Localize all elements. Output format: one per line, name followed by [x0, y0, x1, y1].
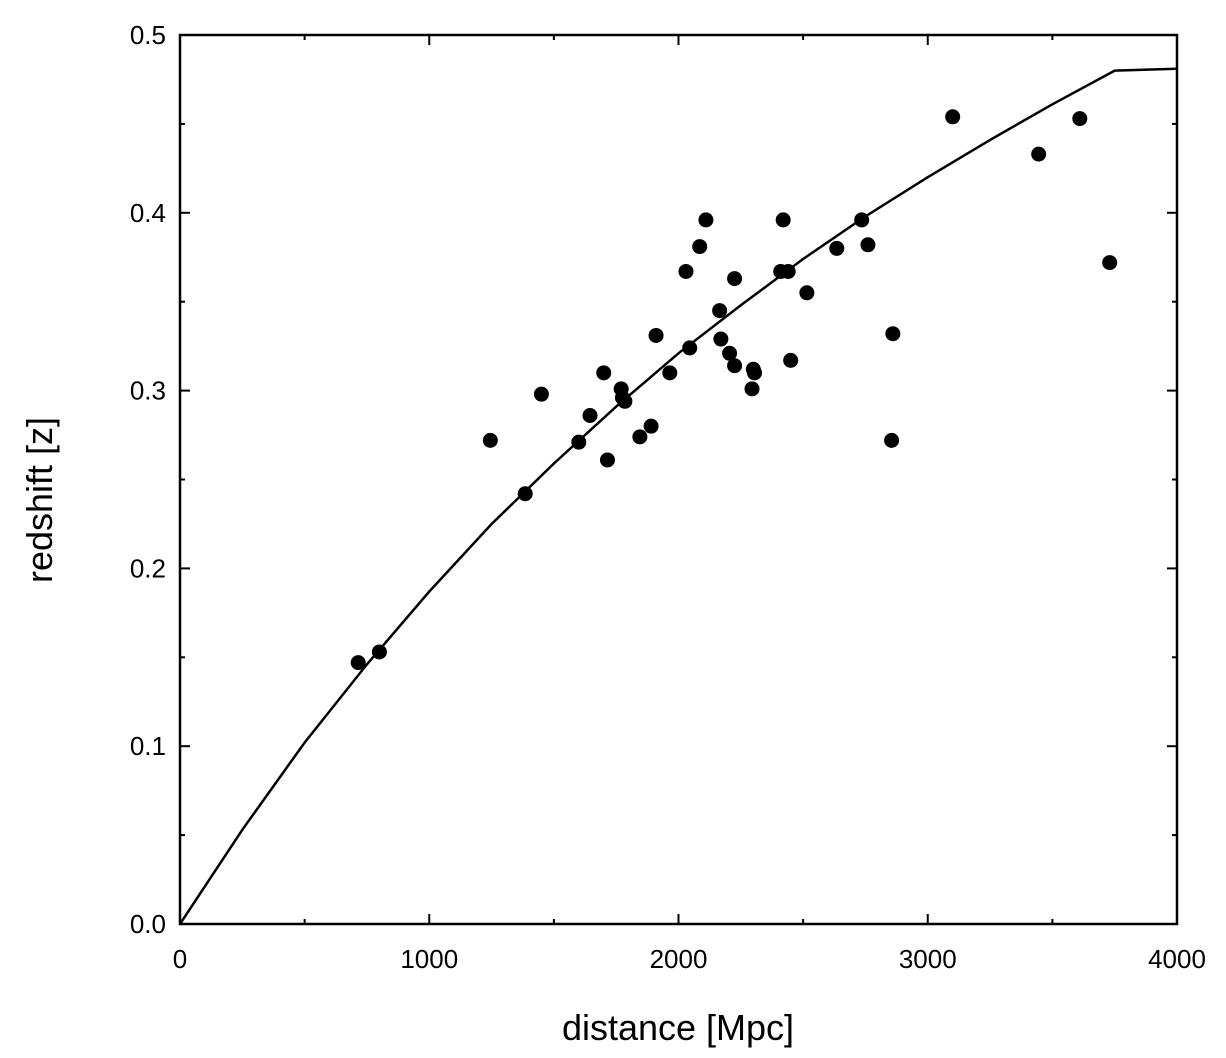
data-point [1031, 146, 1047, 162]
x-tick-label: 0 [173, 944, 187, 974]
data-point [727, 271, 743, 287]
data-point [692, 239, 708, 255]
y-tick-label: 0.0 [130, 909, 166, 939]
data-point [1102, 255, 1118, 271]
plot-frame [178, 33, 1179, 926]
data-point [854, 212, 870, 228]
data-point [698, 212, 714, 228]
data-point [885, 326, 901, 342]
x-tick-label: 4000 [1148, 944, 1206, 974]
data-point [632, 429, 648, 445]
x-tick-label: 2000 [650, 944, 708, 974]
data-point [596, 365, 612, 381]
data-point [682, 340, 698, 356]
data-point [582, 407, 598, 423]
y-tick-label: 0.5 [130, 20, 166, 50]
data-point [599, 452, 615, 468]
data-point [648, 327, 664, 343]
y-tick-label: 0.2 [130, 553, 166, 583]
data-point [884, 432, 900, 448]
x-axis-ticks: 0 1000 2000 3000 4000 [173, 35, 1206, 974]
y-tick-label: 0.4 [130, 198, 166, 228]
data-point [775, 212, 791, 228]
data-point [350, 655, 366, 671]
data-point [713, 331, 729, 347]
data-points [350, 109, 1118, 671]
data-point [747, 365, 763, 381]
data-point [482, 432, 498, 448]
data-point [829, 240, 845, 256]
data-point [780, 263, 796, 279]
data-point [860, 237, 876, 253]
data-point [643, 418, 659, 434]
data-point [533, 386, 549, 402]
data-point [722, 345, 738, 361]
data-point [678, 263, 694, 279]
y-axis-ticks: 0.0 0.1 0.2 0.3 0.4 0.5 [130, 20, 1177, 939]
y-axis-title: redshift [z] [19, 417, 60, 583]
x-tick-label: 3000 [899, 944, 957, 974]
data-point [371, 644, 387, 660]
data-point [517, 486, 533, 502]
data-point [799, 285, 815, 301]
y-tick-label: 0.1 [130, 731, 166, 761]
data-point [744, 381, 760, 397]
data-point [617, 393, 633, 409]
x-axis-title: distance [Mpc] [562, 1007, 794, 1048]
data-point [571, 434, 587, 450]
data-point [727, 358, 743, 374]
data-point [1072, 111, 1088, 127]
y-tick-label: 0.3 [130, 376, 166, 406]
data-point [712, 303, 728, 319]
data-point [945, 109, 961, 125]
data-point [783, 352, 799, 368]
fit-curve [178, 67, 1178, 925]
data-point [662, 365, 678, 381]
x-tick-label: 1000 [400, 944, 458, 974]
